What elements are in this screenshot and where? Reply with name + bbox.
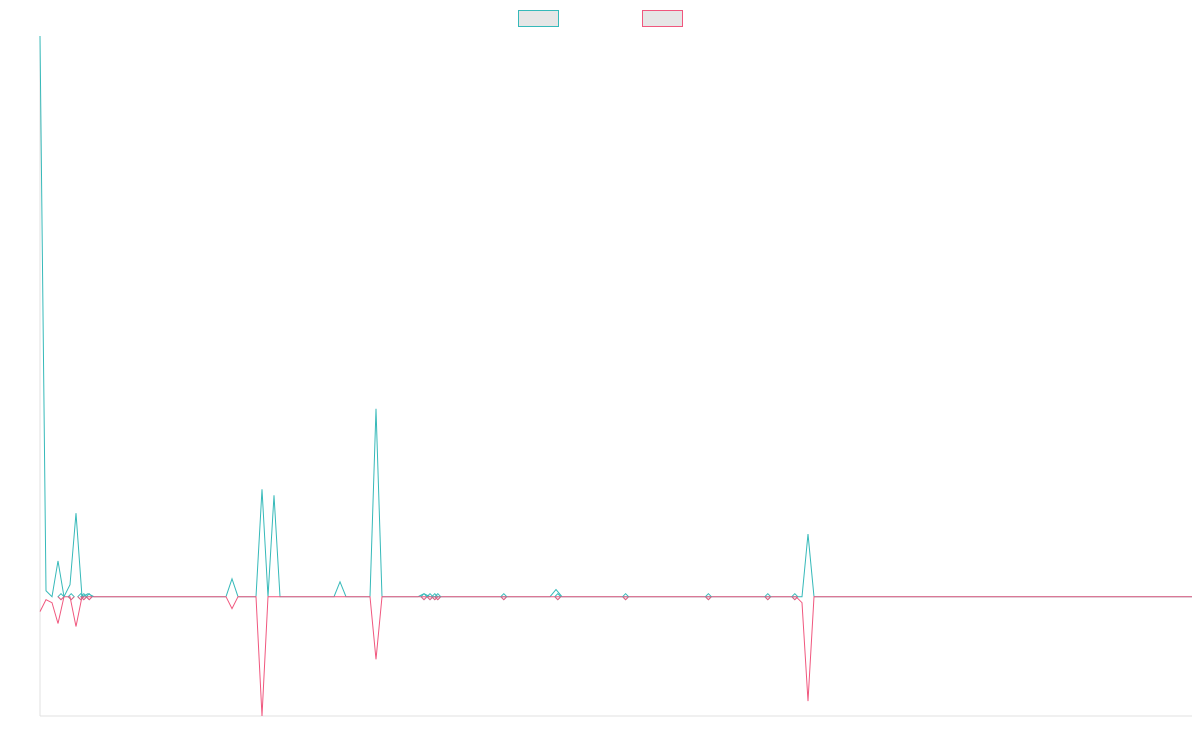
- series-line-1: [39, 35, 1192, 599]
- baseline-marker-lower: [764, 596, 772, 601]
- baseline-marker-lower: [77, 596, 85, 601]
- baseline-marker-lower: [791, 596, 799, 601]
- marker-layer: [57, 592, 799, 601]
- legend-swatch-2[interactable]: [642, 10, 683, 27]
- baseline-marker-lower: [420, 596, 428, 601]
- baseline-marker-lower: [67, 596, 75, 601]
- baseline-marker-lower: [434, 596, 442, 601]
- legend-swatch-1[interactable]: [518, 10, 559, 27]
- baseline-marker-lower: [500, 596, 508, 601]
- baseline-marker-lower: [85, 596, 93, 601]
- baseline-marker-lower: [431, 596, 439, 601]
- baseline-marker-lower: [705, 596, 712, 601]
- baseline-marker-lower: [622, 596, 629, 601]
- baseline-marker-lower: [554, 596, 562, 601]
- baseline-marker-lower: [426, 596, 434, 601]
- series-layer: [39, 35, 1192, 717]
- baseline-marker-lower: [80, 596, 88, 601]
- baseline-marker-lower: [57, 596, 65, 601]
- axes: [39, 36, 1192, 717]
- series-line-2: [39, 596, 1192, 717]
- legend: [518, 10, 683, 27]
